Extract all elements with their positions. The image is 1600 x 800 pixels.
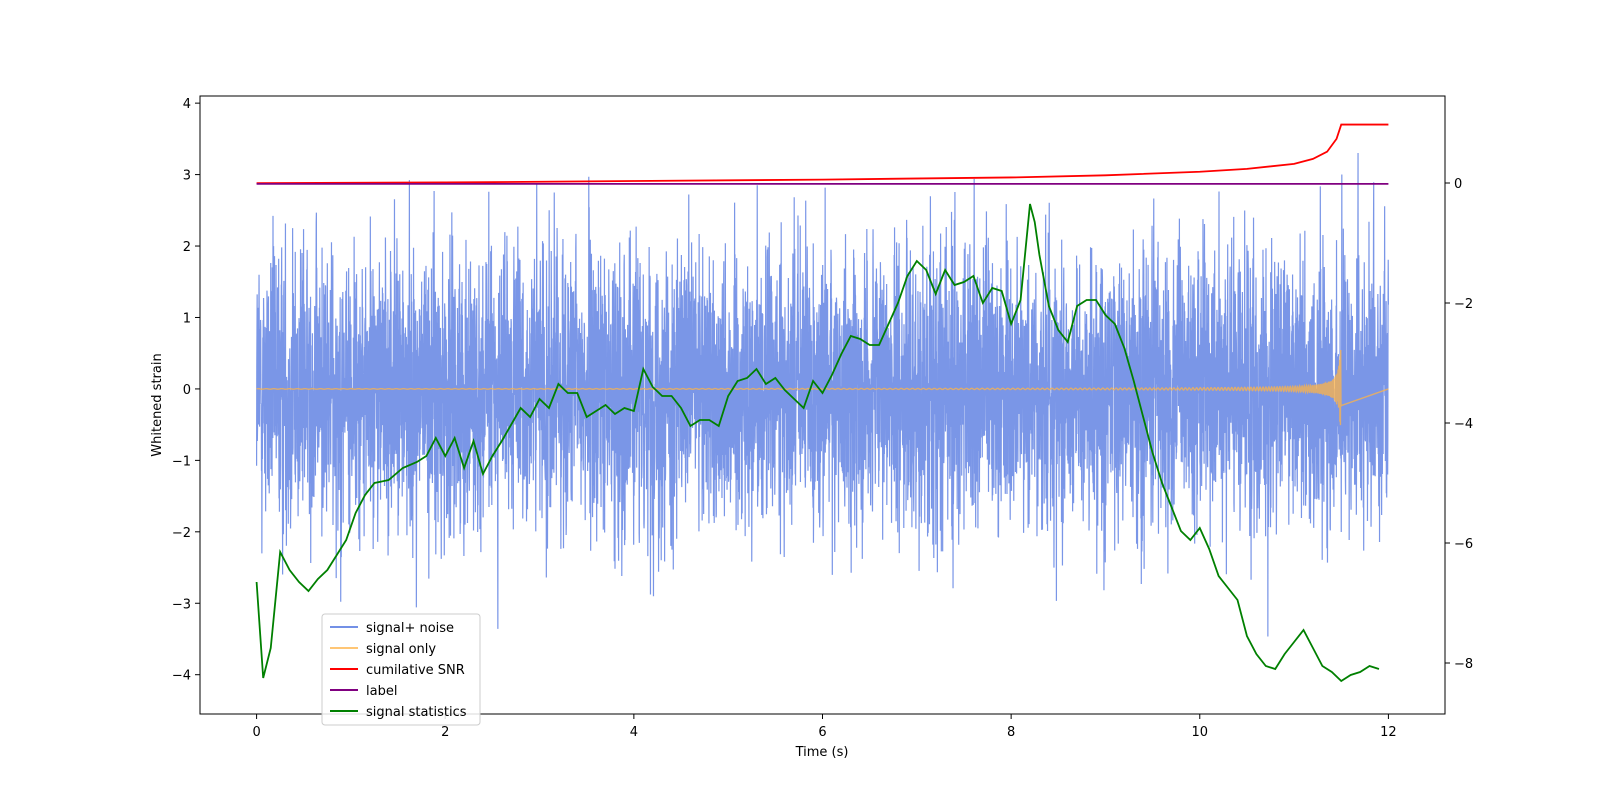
legend-box: [321, 613, 481, 726]
legend-entry: signal+ noise: [366, 621, 454, 636]
series-cumulative-snr: [256, 123, 1389, 185]
x-tick-label: 6: [818, 725, 826, 740]
line-signal-only: [256, 350, 1389, 426]
line-signal-noise: [255, 152, 1390, 637]
legend-entry: label: [366, 684, 397, 699]
y-tick-label-left: −2: [172, 526, 191, 541]
x-tick-label: 2: [441, 725, 449, 740]
y-axis-label-left: Whitened strain: [150, 353, 165, 456]
y-tick-label-right: −6: [1454, 537, 1473, 552]
x-axis: 0 2 4 6 8 10 12: [252, 714, 1397, 740]
series-signal-noise: [255, 152, 1390, 637]
y-tick-label-left: 4: [183, 97, 191, 112]
legend-entry: signal statistics: [366, 705, 467, 720]
y-tick-label-left: −1: [172, 454, 191, 469]
y-tick-label-left: 2: [183, 240, 191, 255]
y-tick-label-right: −8: [1454, 657, 1473, 672]
y-tick-label-left: 0: [183, 383, 191, 398]
x-tick-label: 8: [1007, 725, 1015, 740]
y-tick-label-left: 1: [183, 311, 191, 326]
legend-entry: cumilative SNR: [366, 663, 465, 678]
y-tick-label-right: −2: [1454, 297, 1473, 312]
line-signal-statistics: [255, 203, 1380, 683]
x-tick-label: 12: [1380, 725, 1397, 740]
series-signal-statistics: [255, 203, 1380, 683]
y-axis-left: −4 −3 −2 −1 0 1 2 3 4: [172, 97, 200, 684]
y-tick-label-left: −3: [172, 597, 191, 612]
legend: signal+ noise signal only cumilative SNR la…: [321, 613, 481, 726]
x-tick-label: 0: [252, 725, 260, 740]
line-cumulative-snr: [256, 123, 1389, 185]
y-tick-label-right: −4: [1454, 417, 1473, 432]
y-tick-label-left: −4: [172, 669, 191, 684]
y-axis-right: −8 −6 −4 −2 0: [1445, 177, 1473, 672]
legend-entry: signal only: [366, 642, 436, 657]
x-tick-label: 4: [630, 725, 638, 740]
series-signal-only: [256, 350, 1389, 426]
y-tick-label-left: 3: [183, 169, 191, 184]
y-tick-label-right: 0: [1454, 177, 1462, 192]
x-axis-label: Time (s): [795, 745, 849, 760]
x-tick-label: 10: [1191, 725, 1208, 740]
